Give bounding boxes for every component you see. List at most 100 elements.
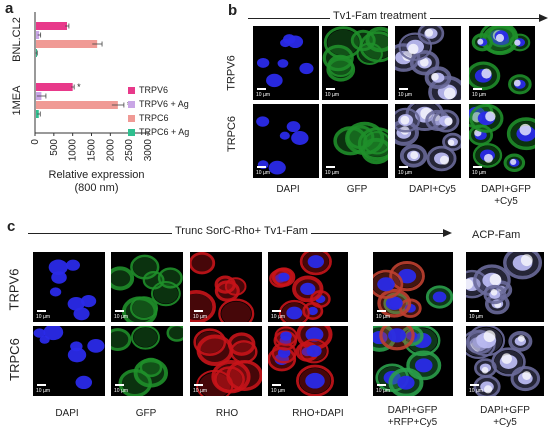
micrograph-c-r1-c3: 10 µm (190, 252, 262, 322)
micrograph-image (48, 259, 97, 321)
micrograph-b-r1-c1: 10 µm (253, 26, 319, 100)
micrograph-c-r1-c1: 10 µm (33, 252, 105, 322)
scale-bar-label: 10 µm (325, 170, 339, 176)
scale-bar (115, 310, 124, 312)
scale-bar (37, 310, 46, 312)
micrograph-image (322, 26, 388, 82)
scale-bar-label: 10 µm (193, 314, 207, 320)
micrograph-c-r2-c4: 10 µm (268, 326, 348, 396)
micrograph-c-r2-c2: 10 µm (111, 326, 183, 396)
micrograph-b-r1-c3: 10 µm (395, 26, 461, 100)
micrograph-b-r2-c2: 10 µm (322, 104, 388, 178)
scale-bar-label: 10 µm (271, 314, 285, 320)
scale-bar-label: 10 µm (36, 388, 50, 394)
scale-bar-label: 10 µm (376, 388, 390, 394)
scale-bar-label: 10 µm (469, 314, 483, 320)
col-label-b-dapi-cy5: DAPI+Cy5 (409, 184, 456, 195)
scale-bar (194, 384, 203, 386)
arrow-head-c (443, 229, 452, 237)
col-label-c-gfp: GFP (135, 408, 157, 419)
col-label-c-rho-dapi: RHO+DAPI (292, 408, 344, 419)
scale-bar (399, 166, 408, 168)
bar (36, 22, 68, 30)
micrograph-c-r2-c1: 10 µm (33, 326, 105, 396)
scale-bar-label: 10 µm (398, 92, 412, 98)
col-label-c-dapi: DAPI (55, 408, 79, 419)
scale-bar-label: 10 µm (469, 388, 483, 394)
col-label-b-dapi-gfp-cy5: DAPI+GFP +Cy5 (481, 184, 531, 207)
bar (36, 40, 98, 48)
x-tick-label: 1000 (68, 139, 79, 162)
scale-bar (37, 384, 46, 386)
micrograph-image (466, 326, 541, 396)
scale-bar (272, 310, 281, 312)
micrograph-image (395, 104, 461, 172)
micrograph-image (333, 121, 388, 165)
row-label-c-trpv6: TRPV6 (6, 268, 22, 311)
bar (36, 83, 73, 91)
legend-swatch (128, 129, 135, 137)
scale-bar-label: 10 µm (114, 388, 128, 394)
micrograph-image (256, 116, 309, 175)
legend-item: TRPC6 + Ag (128, 127, 189, 137)
micrograph-c-r2-c3: 10 µm (190, 326, 262, 396)
legend-label: TRPC6 (139, 113, 169, 123)
legend-label: TRPV6 (139, 85, 169, 95)
micrograph-image (111, 326, 183, 396)
legend-item: TRPV6 + Ag (128, 99, 189, 109)
arrow-head-b (539, 14, 548, 22)
arrow-label-c: Trunc SorC-Rho+ Tv1-Fam (172, 225, 311, 237)
bar (36, 101, 118, 109)
row-label-b-trpv6: TRPV6 (225, 55, 238, 91)
col-label-c-dapi-gfp-cy5: DAPI+GFP +Cy5 (480, 405, 530, 428)
scale-bar-label: 10 µm (398, 170, 412, 176)
row-label-b-trpc6: TRPC6 (226, 115, 239, 153)
legend-item: TRPC6 (128, 113, 169, 123)
scale-bar-label: 10 µm (271, 388, 285, 394)
micrograph-image (268, 326, 334, 396)
scale-bar-label: 10 µm (36, 314, 50, 320)
scale-bar (257, 88, 266, 90)
micrograph-image (269, 252, 332, 322)
x-tick-label: 1500 (87, 139, 98, 162)
x-tick-label: 0 (30, 139, 41, 145)
scale-bar-label: 10 µm (472, 92, 486, 98)
scale-bar (115, 384, 124, 386)
panel-letter-c: c (7, 218, 16, 235)
legend-item: TRPV6 (128, 85, 168, 95)
micrograph-image (373, 326, 442, 396)
scale-bar-label: 10 µm (114, 314, 128, 320)
micrograph-image (190, 252, 255, 322)
scale-bar (399, 88, 408, 90)
scale-bar (194, 310, 203, 312)
bar-chart: 0 500 1000 1500 2000 2500 3000 Relative express… (11, 12, 154, 194)
scale-bar-label: 10 µm (376, 314, 390, 320)
micrograph-image (466, 252, 543, 315)
scale-bar (377, 384, 386, 386)
micrograph-c-r2-c5: 10 µm (373, 326, 453, 396)
scale-bar (470, 384, 479, 386)
x-axis-label: (800 nm) (74, 182, 118, 194)
micrograph-image (111, 254, 183, 322)
group-label: BNL.CL2 (11, 17, 23, 62)
row-label-c-trpc6: TRPC6 (6, 338, 22, 381)
col-label-b-gfp: GFP (346, 184, 368, 195)
scale-bar-label: 10 µm (472, 170, 486, 176)
scale-bar (473, 166, 482, 168)
legend-label: TRPC6 + Ag (139, 127, 190, 137)
micrograph-b-r2-c1: 10 µm (253, 104, 319, 178)
x-axis-label: Relative expression (49, 169, 145, 181)
scale-bar (272, 384, 281, 386)
legend-swatch (128, 87, 135, 95)
x-tick-label: 3000 (143, 139, 154, 162)
panel-letter-b: b (228, 2, 238, 19)
scale-bar (377, 310, 386, 312)
micrograph-image (469, 26, 532, 95)
x-tick-label: 500 (49, 139, 60, 156)
micrograph-c-r1-c6: 10 µm (466, 252, 544, 322)
bar (36, 31, 40, 39)
micrograph-b-r2-c3: 10 µm (395, 104, 461, 178)
col-label-b-dapi: DAPI (276, 184, 300, 195)
scale-bar (326, 88, 335, 90)
legend-label: TRPV6 + Ag (139, 99, 189, 109)
